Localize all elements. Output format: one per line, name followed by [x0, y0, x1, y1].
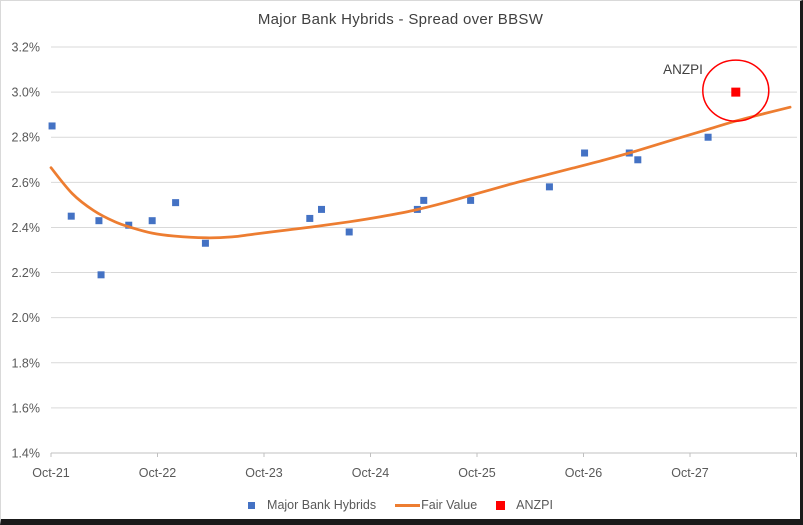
legend-label-fair-value: Fair Value: [421, 498, 478, 512]
x-axis-line-and-ticks: [50, 452, 797, 457]
x-axis-tick-label: Oct-21: [32, 466, 70, 480]
major-bank-hybrids-data-point: [545, 183, 553, 191]
fair-value-line: [49, 105, 792, 240]
major-bank-hybrids-data-point: [125, 221, 133, 229]
y-axis-tick-label: 1.6%: [12, 401, 41, 415]
major-bank-hybrids-data-point: [148, 217, 156, 225]
major-bank-hybrids-data-point: [97, 271, 105, 279]
y-axis-tick-label: 2.4%: [12, 221, 41, 235]
major-bank-hybrids-points: [48, 122, 712, 279]
y-axis-tick-label: 2.8%: [12, 131, 41, 145]
major-bank-hybrids-data-point: [95, 217, 103, 225]
chart-title: Major Bank Hybrids - Spread over BBSW: [257, 11, 544, 28]
legend-item-major-bank-hybrids[interactable]: Major Bank Hybrids: [248, 498, 376, 512]
x-axis-tick-label: Oct-27: [671, 466, 709, 480]
y-axis-tick-label: 2.2%: [12, 266, 41, 280]
chart-legend: Major Bank Hybrids Fair Value ANZPI: [1, 496, 800, 514]
legend-label-anzpi: ANZPI: [516, 498, 553, 512]
x-axis-tick-label: Oct-24: [352, 466, 390, 480]
y-axis-tick-label: 3.0%: [12, 86, 41, 100]
major-bank-hybrids-data-point: [345, 228, 353, 236]
legend-item-fair-value[interactable]: Fair Value: [395, 498, 477, 512]
gridlines: [51, 46, 797, 409]
legend-label-major-bank-hybrids: Major Bank Hybrids: [267, 498, 377, 512]
anzpi-highlight-circle: [702, 59, 770, 122]
major-bank-hybrids-data-point: [172, 199, 180, 207]
x-axis-tick-label: Oct-23: [245, 466, 283, 480]
x-axis-tick-label: Oct-25: [458, 466, 496, 480]
x-axis-tick-label: Oct-26: [565, 466, 603, 480]
anzpi-annotation-label: ANZPI: [663, 62, 703, 77]
major-bank-hybrids-data-point: [48, 122, 56, 130]
orange-line-marker-icon: [395, 503, 421, 507]
red-square-marker-icon: [496, 500, 506, 510]
y-axis-tick-label: 2.6%: [12, 176, 41, 190]
legend-item-anzpi[interactable]: ANZPI: [496, 498, 553, 512]
y-axis-tick-label: 1.8%: [12, 356, 41, 370]
major-bank-hybrids-data-point: [420, 196, 428, 204]
major-bank-hybrids-data-point: [634, 156, 642, 164]
major-bank-hybrids-data-point: [318, 205, 326, 213]
anzpi-data-point: [731, 87, 741, 97]
major-bank-hybrids-data-point: [704, 133, 712, 141]
y-axis-tick-label: 1.4%: [12, 447, 41, 461]
major-bank-hybrids-data-point: [201, 239, 209, 247]
y-axis-tick-label: 3.2%: [12, 41, 41, 55]
major-bank-hybrids-data-point: [306, 214, 314, 222]
fair-value-curve: [49, 105, 792, 240]
blue-square-marker-icon: [248, 501, 256, 509]
x-axis-tick-label: Oct-22: [139, 466, 177, 480]
x-axis-tick-labels: Oct-21 Oct-22 Oct-23 Oct-24 Oct-25 Oct-26 Oct-…: [32, 466, 709, 480]
major-bank-hybrids-data-point: [467, 196, 475, 204]
major-bank-hybrids-data-point: [67, 212, 75, 220]
anzpi-point: [731, 87, 741, 97]
y-axis-tick-label: 2.0%: [12, 311, 41, 325]
y-axis-tick-labels: 1.4% 1.6% 1.8% 2.0% 2.2% 2.4% 2.6% 2.8% 3.0% 3.2%: [12, 41, 41, 461]
major-bank-hybrids-data-point: [581, 149, 589, 157]
